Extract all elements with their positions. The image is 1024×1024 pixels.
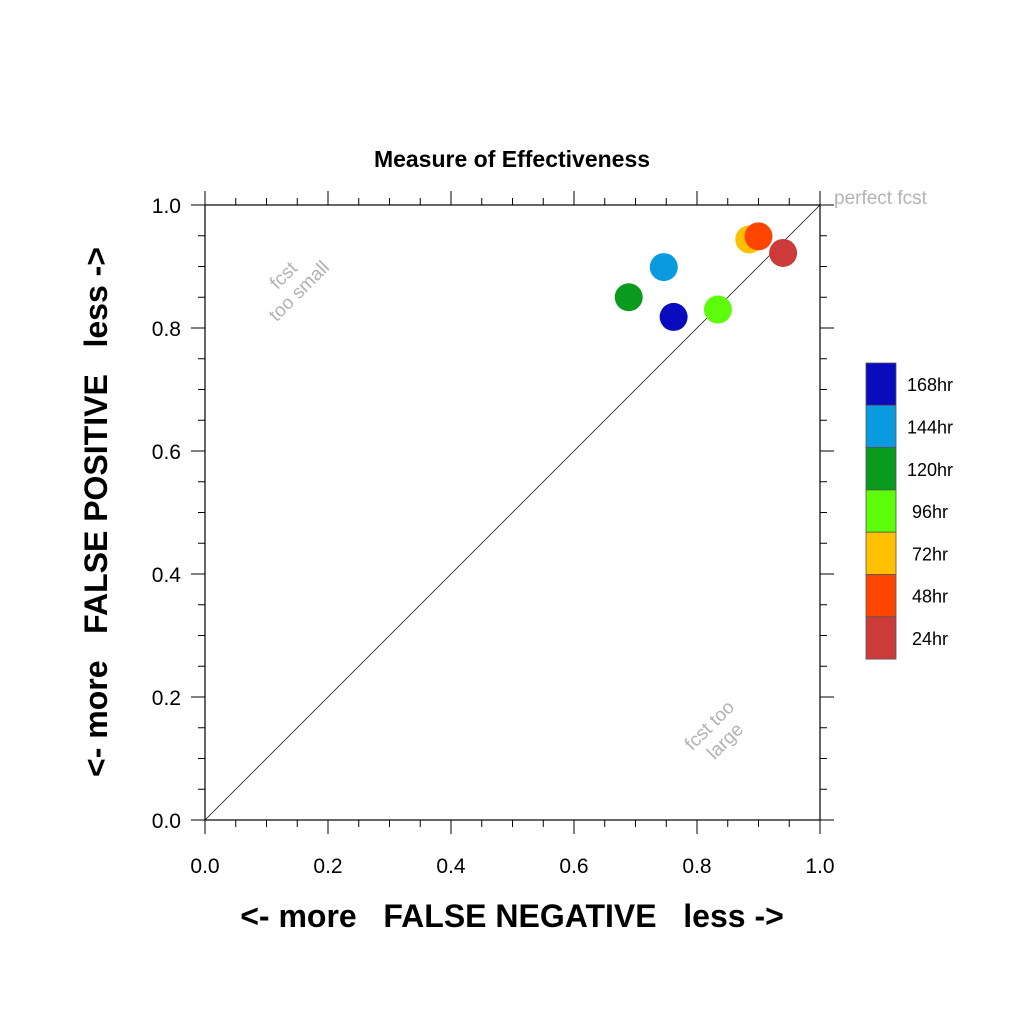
legend-label-168hr: 168hr bbox=[907, 375, 953, 395]
point-48hr bbox=[744, 222, 773, 251]
region-label-upper-line2: too small bbox=[265, 257, 334, 326]
x-tick-label: 1.0 bbox=[805, 855, 834, 878]
point-96hr bbox=[703, 295, 732, 324]
x-tick-label: 0.8 bbox=[682, 855, 711, 878]
x-tick-label: 0.6 bbox=[559, 855, 588, 878]
point-144hr bbox=[649, 253, 678, 282]
ticks: 0.0 0.2 0.4 0.6 0.8 1.0 0.0 0.2 0.4 0.6 0.8 1.0 bbox=[152, 191, 835, 878]
y-tick-label: 0.6 bbox=[152, 441, 181, 464]
x-tick-label: 0.2 bbox=[313, 855, 342, 878]
legend-swatch-96hr bbox=[865, 489, 897, 533]
legend-swatch-72hr bbox=[865, 531, 897, 575]
legend-label-48hr: 48hr bbox=[912, 587, 948, 607]
diagonal-label: perfect fcst bbox=[834, 188, 928, 209]
plot-frame bbox=[204, 204, 821, 821]
legend-label-144hr: 144hr bbox=[907, 417, 953, 437]
legend-label-24hr: 24hr bbox=[912, 629, 948, 649]
point-24hr bbox=[769, 238, 798, 267]
region-label-upper: fcst too small bbox=[265, 257, 334, 326]
y-tick-label: 0.0 bbox=[152, 810, 181, 833]
legend-label-72hr: 72hr bbox=[912, 544, 948, 564]
y-tick-label: 0.4 bbox=[152, 564, 182, 587]
y-tick-label: 0.2 bbox=[152, 687, 181, 710]
point-120hr bbox=[614, 283, 643, 312]
x-tick-label: 0.0 bbox=[190, 855, 219, 878]
data-points bbox=[614, 222, 798, 331]
legend-swatch-168hr bbox=[865, 362, 897, 406]
region-label-lower: fcst too large bbox=[681, 697, 748, 764]
legend-swatch-120hr bbox=[865, 447, 897, 491]
x-tick-label: 0.4 bbox=[436, 855, 466, 878]
y-tick-label: 1.0 bbox=[152, 195, 181, 218]
y-axis-label: <- more FALSE POSITIVE less -> bbox=[78, 247, 114, 777]
legend: 168hr 144hr 120hr 96hr 72hr 48hr 24hr bbox=[865, 362, 953, 660]
point-168hr bbox=[659, 302, 688, 331]
y-tick-label: 0.8 bbox=[152, 318, 181, 341]
legend-label-96hr: 96hr bbox=[912, 502, 948, 522]
legend-swatch-24hr bbox=[865, 616, 897, 660]
legend-swatch-48hr bbox=[865, 574, 897, 618]
chart-title: Measure of Effectiveness bbox=[374, 146, 650, 172]
legend-label-120hr: 120hr bbox=[907, 460, 953, 480]
legend-swatch-144hr bbox=[865, 404, 897, 448]
x-axis-label: <- more FALSE NEGATIVE less -> bbox=[240, 898, 784, 934]
